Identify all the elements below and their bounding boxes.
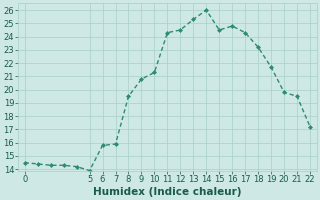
X-axis label: Humidex (Indice chaleur): Humidex (Indice chaleur) bbox=[93, 187, 242, 197]
